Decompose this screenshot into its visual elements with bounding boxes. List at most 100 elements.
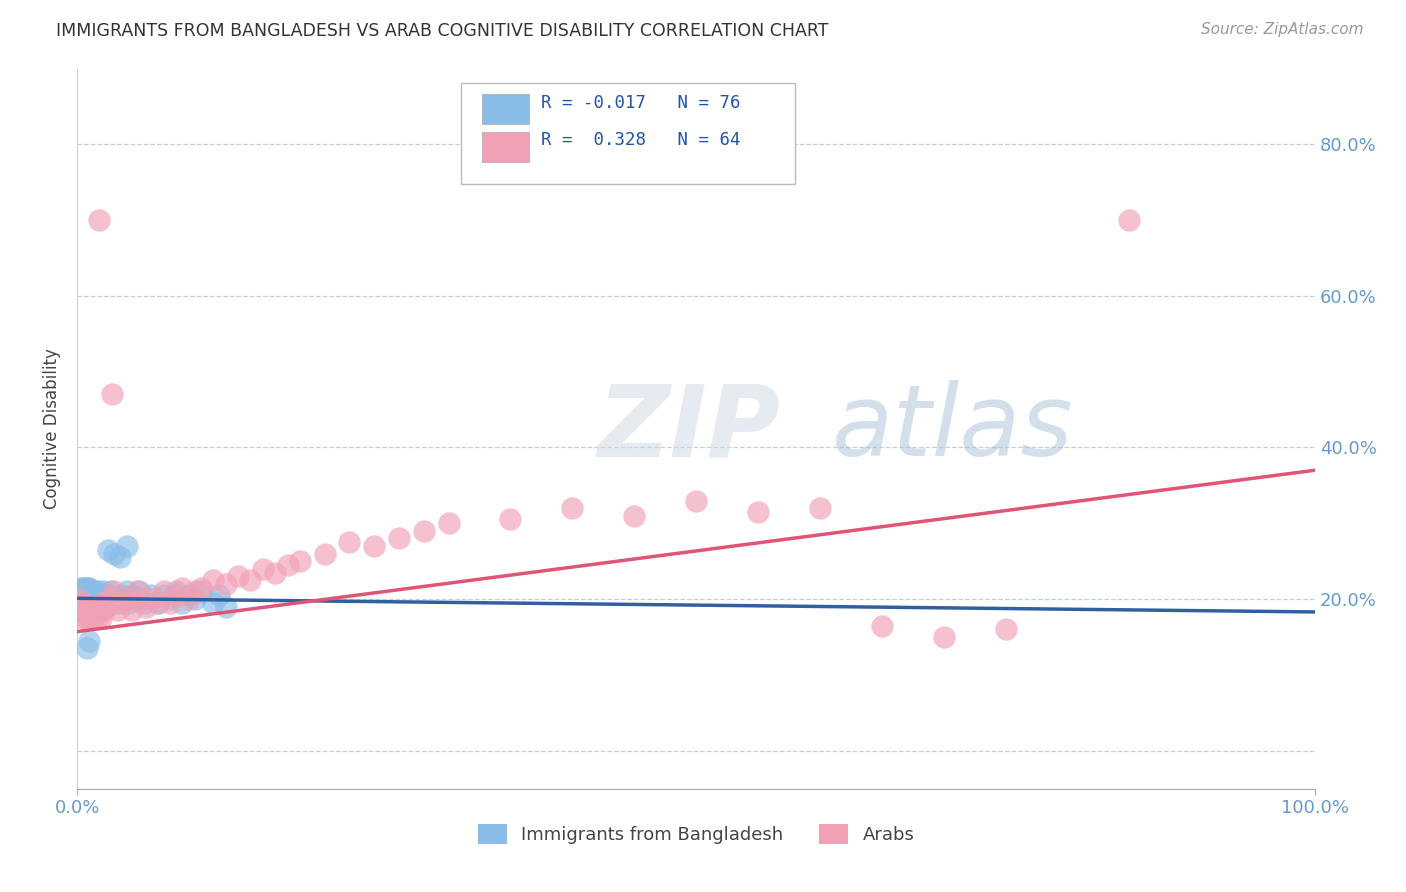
- Point: [159, 592, 181, 607]
- Point: [135, 599, 157, 614]
- Point: [118, 596, 141, 610]
- Point: [141, 592, 163, 607]
- Point: [97, 592, 120, 607]
- Point: [90, 592, 112, 607]
- Point: [86, 611, 108, 625]
- Point: [70, 596, 93, 610]
- Point: [69, 603, 91, 617]
- Point: [89, 588, 111, 602]
- Text: Source: ZipAtlas.com: Source: ZipAtlas.com: [1201, 22, 1364, 37]
- Point: [172, 596, 194, 610]
- Point: [363, 539, 385, 553]
- Text: atlas: atlas: [832, 380, 1074, 477]
- Point: [110, 550, 132, 565]
- Point: [67, 592, 90, 607]
- FancyBboxPatch shape: [482, 94, 529, 124]
- Point: [69, 581, 91, 595]
- Point: [77, 588, 100, 602]
- Point: [69, 596, 91, 610]
- Point: [80, 596, 103, 610]
- Point: [89, 603, 111, 617]
- Point: [84, 596, 107, 610]
- FancyBboxPatch shape: [482, 132, 529, 162]
- Point: [87, 599, 110, 614]
- Point: [75, 611, 97, 625]
- Point: [183, 584, 205, 599]
- Point: [103, 584, 125, 599]
- Point: [89, 213, 111, 227]
- Text: R =  0.328   N = 64: R = 0.328 N = 64: [541, 131, 741, 149]
- Point: [215, 599, 238, 614]
- Point: [141, 588, 163, 602]
- Point: [314, 547, 336, 561]
- Point: [77, 603, 100, 617]
- Point: [76, 584, 98, 599]
- Point: [115, 584, 138, 599]
- Point: [80, 603, 103, 617]
- Point: [177, 588, 200, 602]
- Point: [870, 618, 893, 632]
- Point: [91, 584, 114, 599]
- Point: [75, 596, 97, 610]
- Point: [96, 588, 118, 602]
- Point: [808, 501, 831, 516]
- Point: [67, 596, 90, 610]
- Point: [93, 596, 115, 610]
- Point: [83, 584, 105, 599]
- Point: [79, 588, 101, 602]
- Point: [80, 588, 103, 602]
- Point: [72, 596, 94, 610]
- Point: [69, 611, 91, 625]
- Point: [388, 532, 411, 546]
- Point: [277, 558, 299, 572]
- Point: [79, 633, 101, 648]
- Point: [685, 493, 707, 508]
- Point: [190, 584, 212, 599]
- Point: [172, 581, 194, 595]
- Point: [73, 603, 96, 617]
- Point: [80, 584, 103, 599]
- Point: [93, 603, 115, 617]
- Point: [121, 588, 143, 602]
- Point: [75, 588, 97, 602]
- Point: [70, 592, 93, 607]
- Point: [1118, 213, 1140, 227]
- Point: [75, 581, 97, 595]
- Point: [105, 596, 128, 610]
- Point: [115, 592, 138, 607]
- Point: [623, 508, 645, 523]
- Point: [80, 599, 103, 614]
- Point: [79, 596, 101, 610]
- Text: ZIP: ZIP: [598, 380, 780, 477]
- Point: [932, 630, 955, 644]
- Point: [82, 588, 104, 602]
- Point: [747, 505, 769, 519]
- Point: [165, 584, 187, 599]
- Point: [86, 592, 108, 607]
- Point: [121, 603, 143, 617]
- Point: [72, 596, 94, 610]
- Point: [994, 623, 1017, 637]
- Point: [79, 581, 101, 595]
- Point: [73, 592, 96, 607]
- Point: [131, 592, 153, 607]
- Point: [84, 588, 107, 602]
- Point: [80, 592, 103, 607]
- Point: [77, 596, 100, 610]
- Point: [183, 592, 205, 607]
- Point: [87, 584, 110, 599]
- Point: [412, 524, 434, 538]
- Point: [561, 501, 583, 516]
- Point: [107, 603, 129, 617]
- Point: [146, 596, 169, 610]
- Point: [70, 584, 93, 599]
- Point: [84, 603, 107, 617]
- Point: [82, 596, 104, 610]
- Point: [165, 588, 187, 602]
- Point: [437, 516, 460, 531]
- Point: [177, 592, 200, 607]
- Point: [111, 596, 134, 610]
- Point: [146, 596, 169, 610]
- Point: [152, 584, 174, 599]
- Y-axis label: Cognitive Disability: Cognitive Disability: [44, 348, 60, 509]
